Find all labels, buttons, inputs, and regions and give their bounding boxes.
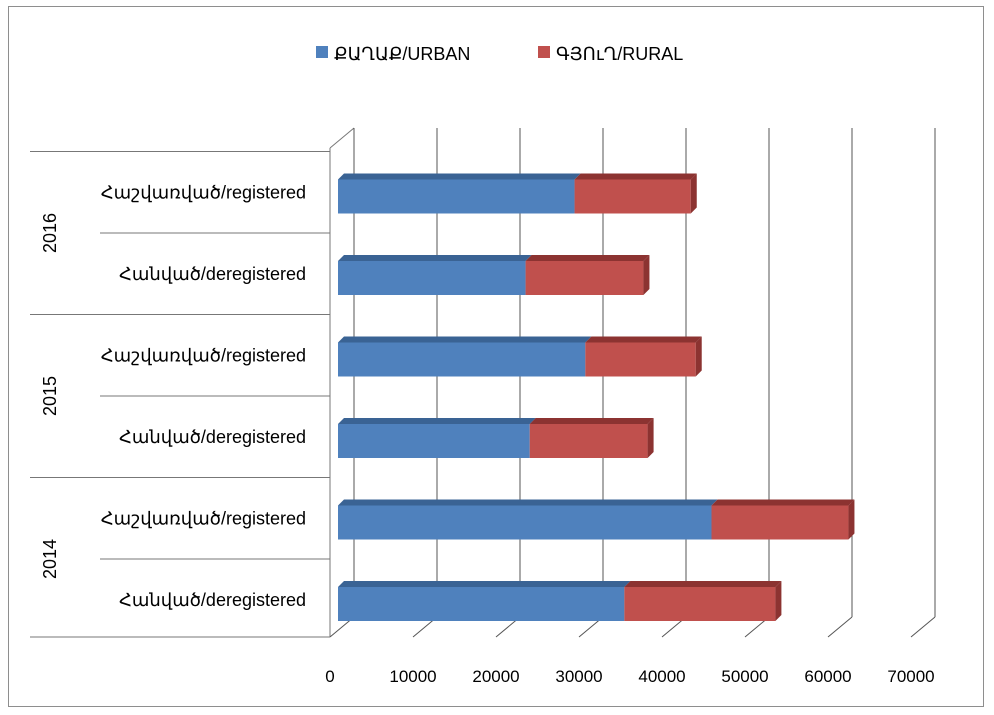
bar-side-face <box>775 581 782 621</box>
gridline-floor <box>910 616 936 638</box>
x-tick-label: 20000 <box>472 667 519 686</box>
x-tick-label: 50000 <box>721 667 768 686</box>
legend-swatch <box>316 46 328 58</box>
bar-side-face <box>848 499 855 540</box>
legend-label: ԳՅՈւՂ/RURAL <box>556 44 683 64</box>
bar-top-face <box>529 418 654 424</box>
bar-top-face <box>338 499 718 506</box>
x-tick-label: 30000 <box>555 667 602 686</box>
bar-top-face <box>525 255 650 261</box>
bar-side-face <box>647 418 654 458</box>
category-label: Հաշվառված/registered <box>101 346 306 366</box>
bar-segment <box>338 179 575 214</box>
bar-top-face <box>338 336 592 343</box>
left-wall-top-edge <box>329 127 355 149</box>
year-label: 2015 <box>40 376 60 416</box>
bar-top-face <box>574 173 697 180</box>
x-tick-label: 70000 <box>887 667 934 686</box>
bar-segment <box>624 587 776 621</box>
category-label: Հանված/deregistered <box>119 590 306 610</box>
bar-segment <box>338 261 526 295</box>
bar-segment <box>338 424 530 458</box>
bar-segment <box>711 505 849 540</box>
bar-top-face <box>711 499 855 506</box>
bar-segment <box>529 424 648 458</box>
year-label: 2016 <box>40 213 60 253</box>
x-tick-label: 60000 <box>804 667 851 686</box>
bars <box>338 173 855 621</box>
bar-side-face <box>690 173 697 214</box>
x-tick-label: 0 <box>325 667 334 686</box>
bar-top-face <box>624 581 782 587</box>
category-label: Հանված/deregistered <box>119 427 306 447</box>
bar-segment <box>338 505 712 540</box>
category-label: Հանված/deregistered <box>119 264 306 284</box>
bar-top-face <box>338 255 532 261</box>
x-tick-label: 40000 <box>638 667 685 686</box>
bar-top-face <box>338 418 536 424</box>
x-tick-label: 10000 <box>389 667 436 686</box>
year-label: 2014 <box>40 539 60 579</box>
bar-top-face <box>585 336 702 343</box>
category-label: Հաշվառված/registered <box>101 509 306 529</box>
bar-segment <box>585 342 696 377</box>
bar-segment <box>525 261 644 295</box>
bar-top-face <box>338 173 581 180</box>
gridline-floor <box>827 616 853 638</box>
bar-segment <box>574 179 691 214</box>
category-label: Հաշվառված/registered <box>101 183 306 203</box>
bar-side-face <box>695 336 702 377</box>
legend-label: ՔԱՂԱՔ/URBAN <box>334 44 470 64</box>
bar-top-face <box>338 581 631 587</box>
legend-swatch <box>538 46 550 58</box>
bar-segment <box>338 587 625 621</box>
legend: ՔԱՂԱՔ/URBAN ԳՅՈւՂ/RURAL <box>316 44 683 64</box>
axes: 0 10000 20000 30000 40000 50000 60000 70000 2016… <box>30 151 935 686</box>
bar-segment <box>338 342 586 377</box>
bar-side-face <box>643 255 650 295</box>
